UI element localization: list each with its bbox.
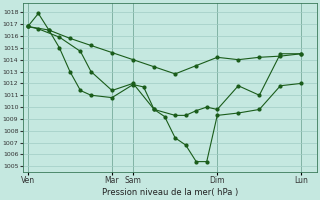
X-axis label: Pression niveau de la mer( hPa ): Pression niveau de la mer( hPa ) bbox=[102, 188, 238, 197]
